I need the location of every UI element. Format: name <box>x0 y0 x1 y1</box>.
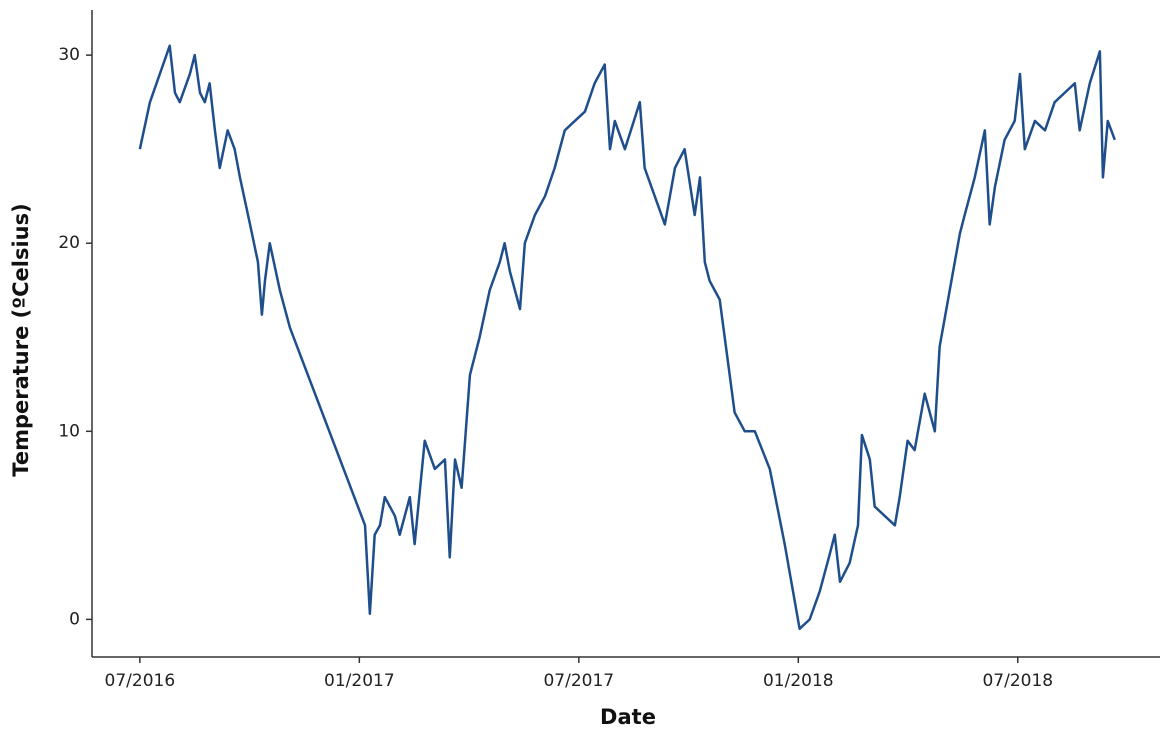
x-tick-label: 07/2017 <box>543 671 614 691</box>
x-tick-label: 07/2016 <box>105 671 176 691</box>
y-tick-label: 10 <box>58 421 80 441</box>
y-tick-label: 30 <box>58 45 80 65</box>
x-tick-label: 07/2018 <box>982 671 1053 691</box>
y-tick-label: 0 <box>69 609 80 629</box>
x-tick-label: 01/2018 <box>763 671 834 691</box>
x-tick-label: 01/2017 <box>324 671 395 691</box>
y-tick-label: 20 <box>58 233 80 253</box>
x-axis-title: Date <box>600 705 656 729</box>
y-axis-title: Temperature (ºCelsius) <box>9 203 33 476</box>
data-line <box>138 44 1116 631</box>
